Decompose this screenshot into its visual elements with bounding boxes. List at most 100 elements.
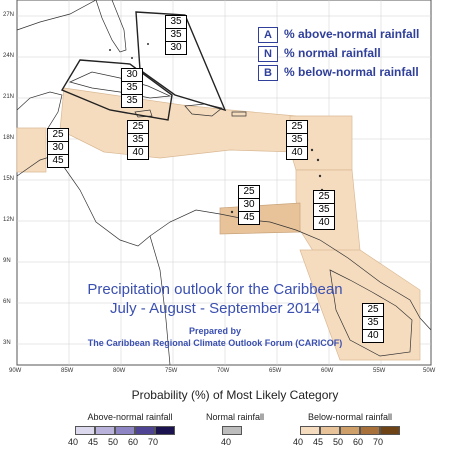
caribbean-map	[16, 0, 432, 366]
coast-hispaniola	[184, 103, 223, 117]
key-above-text: % above-normal rainfall	[284, 27, 420, 41]
coast-colombia-interior	[149, 235, 171, 366]
legend-normal-swatches	[222, 426, 242, 435]
prob-value-a: 25	[363, 304, 383, 317]
legend-below-swatch	[340, 426, 360, 435]
legend-normal-label: Normal rainfall	[205, 412, 265, 422]
prepared-by: Prepared by	[188, 326, 242, 336]
prob-value-n: 35	[128, 134, 148, 147]
latitude-label: 21N	[3, 94, 15, 100]
prob-value-b: 45	[52, 155, 64, 166]
longitude-label: 65W	[269, 368, 282, 374]
latitude-label: 3N	[3, 340, 11, 346]
prob-value-n: 35	[287, 134, 307, 147]
prob-value-a: 25	[314, 191, 334, 204]
latitude-label: 27N	[3, 12, 15, 18]
coast-gulf	[16, 0, 97, 31]
longitude-label: 75W	[165, 368, 178, 374]
prob-value-b: 40	[367, 330, 379, 341]
prob-box-cuba: 30 35 35	[121, 68, 143, 108]
legend-below-tick: 50	[333, 437, 344, 447]
prob-box-windward: 25 35 40	[313, 190, 335, 230]
latitude-label: 15N	[3, 176, 15, 182]
key-normal-text: % normal rainfall	[284, 46, 381, 60]
prob-value-b: 35	[126, 95, 138, 106]
prob-value-n: 35	[166, 29, 186, 42]
region-cuba-outline	[60, 59, 173, 121]
latitude-label: 24N	[3, 53, 15, 59]
prob-box-leeward: 25 35 40	[286, 120, 308, 160]
legend-above-label: Above-normal rainfall	[87, 412, 173, 422]
prob-value-a: 35	[166, 16, 186, 29]
legend-below-swatches	[300, 426, 400, 435]
prob-value-n: 30	[239, 199, 259, 212]
legend-above-tick: 40	[68, 437, 79, 447]
key-below-text: % below-normal rainfall	[284, 65, 419, 79]
prepared-by-org: The Caribbean Regional Climate Outlook F…	[87, 338, 343, 348]
key-above-letter: A	[258, 27, 278, 43]
legend-above-tick: 60	[128, 437, 139, 447]
prob-value-n: 35	[314, 204, 334, 217]
legend-below-swatch	[320, 426, 340, 435]
prob-box-hispaniola: 25 35 40	[127, 120, 149, 160]
key-below-letter: B	[258, 65, 278, 81]
legend-normal-swatch	[222, 426, 242, 435]
prob-value-a: 25	[239, 186, 259, 199]
prob-box-abc-islands: 25 30 45	[238, 185, 260, 225]
coast-central-america	[16, 154, 151, 247]
prob-value-n: 30	[48, 142, 68, 155]
key-normal: N % normal rainfall	[258, 46, 381, 62]
legend-below-tick: 45	[313, 437, 324, 447]
region-guianas	[299, 249, 421, 361]
legend-above-swatch	[95, 426, 115, 435]
legend-below-tick: 40	[293, 437, 304, 447]
legend-above-tick: 45	[88, 437, 99, 447]
key-below: B % below-normal rainfall	[258, 65, 419, 81]
legend-above-ticks: 40 45 50 60 70	[68, 437, 168, 447]
longitude-label: 50W	[423, 368, 436, 374]
prob-value-b: 40	[291, 147, 303, 158]
longitude-label: 85W	[61, 368, 74, 374]
prob-value-b: 30	[170, 42, 182, 53]
longitude-label: 60W	[321, 368, 334, 374]
region-belize	[16, 127, 47, 173]
coast-guianas	[329, 269, 413, 357]
legend-normal-ticks: 40	[221, 437, 241, 447]
longitude-label: 80W	[113, 368, 126, 374]
prob-value-b: 45	[243, 212, 255, 223]
legend-above-swatches	[75, 426, 175, 435]
legend-above-swatch	[115, 426, 135, 435]
legend-normal-tick: 40	[221, 437, 232, 447]
legend-below-swatch	[300, 426, 320, 435]
legend-below-ticks: 40 45 50 60 70	[293, 437, 393, 447]
coast-puerto-rico	[231, 111, 247, 117]
prob-value-b: 40	[132, 147, 144, 158]
prob-value-a: 25	[287, 121, 307, 134]
legend-below-swatch	[360, 426, 380, 435]
legend-below-tick: 60	[353, 437, 364, 447]
latitude-label: 12N	[3, 217, 15, 223]
coast-florida	[95, 0, 127, 53]
longitude-label: 70W	[217, 368, 230, 374]
latitude-label: 6N	[3, 299, 11, 305]
coast-south-america	[149, 209, 432, 331]
legend-above-swatch	[75, 426, 95, 435]
prob-value-n: 35	[363, 317, 383, 330]
longitude-label: 90W	[9, 368, 22, 374]
prob-box-bahamas-east: 35 35 30	[165, 15, 187, 55]
coast-cuba	[68, 71, 172, 99]
prob-box-belize: 25 30 45	[47, 128, 69, 168]
prob-value-a: 25	[48, 129, 68, 142]
prob-value-a: 25	[128, 121, 148, 134]
prob-value-b: 40	[318, 217, 330, 228]
map-subtitle: July - August - September 2014	[109, 300, 321, 317]
coast-yucatan	[16, 91, 63, 129]
legend-heading: Probability (%) of Most Likely Category	[131, 388, 339, 402]
key-normal-letter: N	[258, 46, 278, 62]
prob-box-guianas: 25 35 40	[362, 303, 384, 343]
latitude-label: 9N	[3, 258, 11, 264]
legend-below-tick: 70	[373, 437, 384, 447]
legend-above-swatch	[135, 426, 155, 435]
legend-below-label: Below-normal rainfall	[307, 412, 393, 422]
legend-above-tick: 50	[108, 437, 119, 447]
